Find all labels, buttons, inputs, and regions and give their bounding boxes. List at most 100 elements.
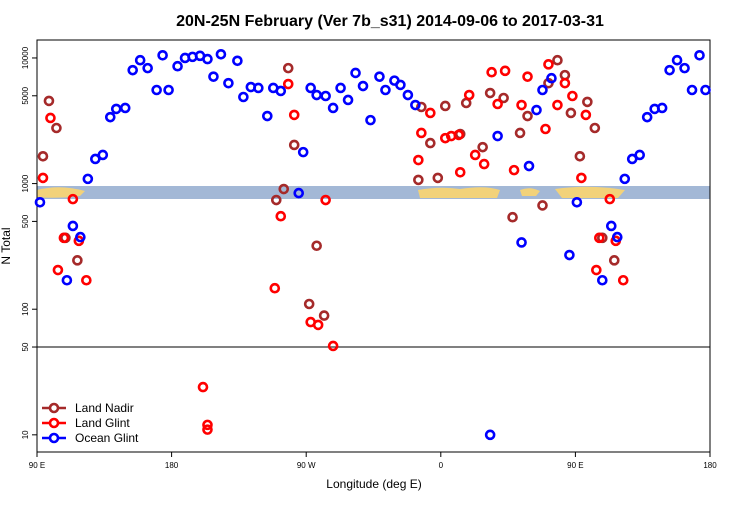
point xyxy=(425,137,436,149)
point xyxy=(223,77,234,89)
point xyxy=(523,160,535,172)
point xyxy=(478,158,490,170)
legend-marker xyxy=(48,402,60,414)
legend-label: Land Nadir xyxy=(75,401,134,415)
point xyxy=(72,255,83,266)
point xyxy=(582,96,593,108)
point xyxy=(288,109,300,121)
point xyxy=(282,62,294,74)
plot-frame xyxy=(36,39,711,453)
point xyxy=(37,150,49,162)
point xyxy=(67,220,79,232)
point xyxy=(342,94,354,106)
point xyxy=(104,111,116,123)
point xyxy=(454,166,466,178)
point xyxy=(641,111,653,123)
point xyxy=(253,82,264,94)
x-tick-label: 0 xyxy=(439,461,444,470)
point xyxy=(327,340,339,352)
point xyxy=(142,62,153,74)
point xyxy=(197,381,209,393)
point xyxy=(320,194,331,206)
point xyxy=(232,55,243,67)
point xyxy=(327,102,339,114)
point xyxy=(619,173,631,185)
point xyxy=(357,80,369,92)
point xyxy=(202,424,213,435)
point xyxy=(700,84,711,96)
point xyxy=(634,149,646,161)
x-tick-label: 90 E xyxy=(567,461,583,470)
point xyxy=(477,141,488,153)
point xyxy=(694,50,705,61)
point xyxy=(552,99,563,111)
point xyxy=(492,130,503,142)
chart-title: 20N-25N February (Ver 7b_s31) 2014-09-06… xyxy=(176,13,604,30)
point xyxy=(463,89,475,101)
point xyxy=(567,90,578,102)
point xyxy=(215,48,227,60)
point xyxy=(402,89,414,101)
point xyxy=(51,122,62,134)
point xyxy=(75,231,86,243)
point xyxy=(576,172,587,184)
x-tick-label: 90 E xyxy=(29,461,45,470)
point xyxy=(311,89,322,101)
point xyxy=(656,102,668,114)
point xyxy=(537,200,548,211)
point xyxy=(43,95,55,107)
point xyxy=(305,82,316,94)
point xyxy=(269,282,281,294)
point xyxy=(275,210,287,222)
legend-label: Land Glint xyxy=(75,416,130,430)
point xyxy=(82,173,94,185)
point xyxy=(469,149,481,161)
point xyxy=(262,110,273,122)
point xyxy=(395,79,406,91)
point xyxy=(312,319,324,331)
point xyxy=(303,298,315,310)
point xyxy=(559,77,571,89)
point xyxy=(516,237,527,248)
point xyxy=(37,172,49,184)
point xyxy=(61,274,73,286)
y-tick-label: 50 xyxy=(21,342,30,351)
point xyxy=(45,112,56,124)
y-axis-label: N Total xyxy=(0,227,13,264)
x-tick-label: 180 xyxy=(703,461,717,470)
point xyxy=(580,109,592,121)
point xyxy=(617,274,629,286)
point xyxy=(365,114,376,126)
point xyxy=(540,123,551,135)
point xyxy=(335,82,346,94)
point xyxy=(531,104,542,116)
point xyxy=(552,54,563,66)
point xyxy=(410,99,421,111)
point xyxy=(499,65,511,77)
x-tick-label: 90 W xyxy=(297,461,316,470)
point xyxy=(546,72,557,84)
legend-label: Ocean Glint xyxy=(75,431,139,445)
point xyxy=(127,64,139,76)
point xyxy=(119,102,131,114)
point xyxy=(270,194,282,206)
point xyxy=(90,153,101,165)
point xyxy=(134,54,146,66)
point xyxy=(380,84,391,96)
point xyxy=(238,91,249,103)
point xyxy=(34,196,46,208)
point xyxy=(492,98,503,110)
y-tick-label: 100 xyxy=(21,302,30,316)
point xyxy=(275,85,287,97)
point xyxy=(508,164,520,176)
point xyxy=(52,264,64,276)
point xyxy=(67,193,79,205)
point xyxy=(413,154,424,166)
point xyxy=(81,274,92,286)
point xyxy=(679,62,690,74)
point xyxy=(564,249,575,261)
point xyxy=(282,78,294,90)
point xyxy=(507,211,518,223)
y-tick-label: 500 xyxy=(21,214,30,228)
